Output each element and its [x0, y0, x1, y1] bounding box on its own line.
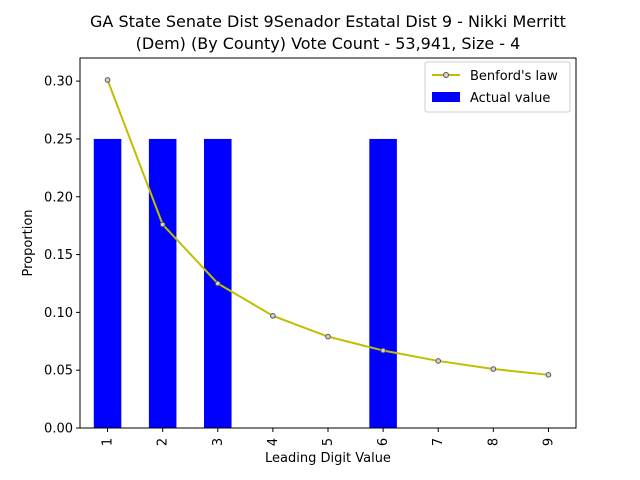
benford-point-4	[270, 313, 276, 319]
y-tick-label: 0.10	[44, 306, 73, 321]
y-tick-label: 0.00	[44, 422, 73, 437]
x-tick-label: 8	[486, 438, 501, 446]
x-axis-title: Leading Digit Value	[265, 451, 391, 466]
benford-point-7	[435, 358, 442, 364]
x-tick-label: 5	[321, 438, 336, 446]
bar-digit-1	[93, 138, 122, 428]
x-tick-label: 7	[431, 438, 446, 446]
benford-point-1	[104, 77, 111, 83]
benford-point-6	[380, 347, 386, 354]
chart-title-line-2: (Dem) (By County) Vote Count - 53,941, S…	[136, 34, 521, 53]
x-tick-label: 6	[376, 438, 391, 446]
legend-box	[424, 61, 571, 113]
legend-label-benford: Benford's law	[470, 69, 558, 84]
x-tick-label: 2	[156, 438, 171, 446]
legend-line-marker	[443, 72, 449, 78]
y-tick-label: 0.05	[44, 364, 73, 379]
legend: Benford's law Actual value	[424, 61, 571, 113]
bar-series	[93, 138, 397, 428]
y-tick-label: 0.25	[44, 132, 73, 147]
y-tick-label: 0.30	[44, 75, 73, 90]
benford-point-3	[214, 280, 221, 287]
axes: 0.00 0.05 0.10 0.15 0.20 0.25 0.30 1 2 3 4 5 6 7 8 9	[44, 57, 577, 446]
line-series	[104, 77, 552, 378]
benford-point-9	[545, 372, 552, 378]
y-tick-label: 0.20	[44, 190, 73, 205]
benford-point-8	[490, 366, 497, 372]
legend-bar-sample	[432, 92, 460, 102]
x-tick-label: 3	[211, 438, 226, 446]
benford-point-2	[159, 221, 166, 228]
x-tick-label: 9	[541, 438, 556, 446]
x-tick-label: 4	[266, 438, 281, 446]
legend-label-actual: Actual value	[470, 91, 550, 106]
y-tick-label: 0.15	[44, 248, 73, 263]
x-tick-label: 1	[101, 438, 116, 446]
bar-digit-2	[148, 138, 177, 428]
chart-title-line-1: GA State Senate Dist 9Senador Estatal Di…	[90, 12, 566, 31]
benford-point-5	[325, 333, 331, 340]
bar-digit-6	[369, 138, 397, 428]
y-axis-title: Proportion	[21, 209, 36, 276]
